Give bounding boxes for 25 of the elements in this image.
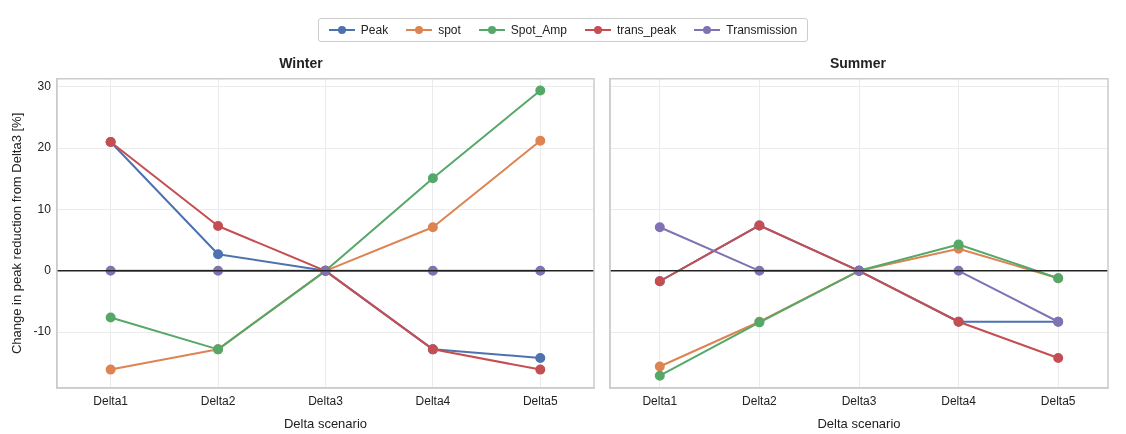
x-axis-title: Delta scenario: [283, 415, 368, 431]
x-axis-title: Delta scenario: [817, 415, 901, 431]
legend-label: spot: [438, 23, 461, 37]
x-tick-label: Delta4: [941, 393, 977, 408]
legend-label: trans_peak: [616, 23, 677, 37]
x-tick-label: Delta4: [415, 393, 451, 408]
y-tick-label: 10: [37, 201, 52, 216]
x-tick-label: Delta1: [642, 393, 678, 408]
x-tick-label: Delta1: [93, 393, 129, 408]
legend-label: Peak: [360, 23, 389, 37]
legend-label: Spot_Amp: [510, 23, 567, 37]
y-tick-label: 0: [44, 263, 52, 278]
chart-title: Summer: [829, 55, 887, 72]
x-tick-label: Delta5: [522, 393, 558, 408]
x-tick-label: Delta3: [841, 393, 877, 408]
x-tick-label: Delta2: [200, 393, 236, 408]
y-axis-title: Change in peak reduction from Delta3 [%]: [9, 112, 25, 355]
chart-title: Winter: [279, 55, 324, 72]
x-tick-label: Delta5: [1040, 393, 1076, 408]
y-tick-label: -10: [33, 324, 52, 339]
legend-label: Transmission: [726, 23, 798, 37]
y-tick-label: 30: [37, 79, 52, 94]
x-tick-label: Delta2: [742, 393, 778, 408]
x-tick-label: Delta3: [308, 393, 344, 408]
y-tick-label: 20: [37, 140, 52, 155]
